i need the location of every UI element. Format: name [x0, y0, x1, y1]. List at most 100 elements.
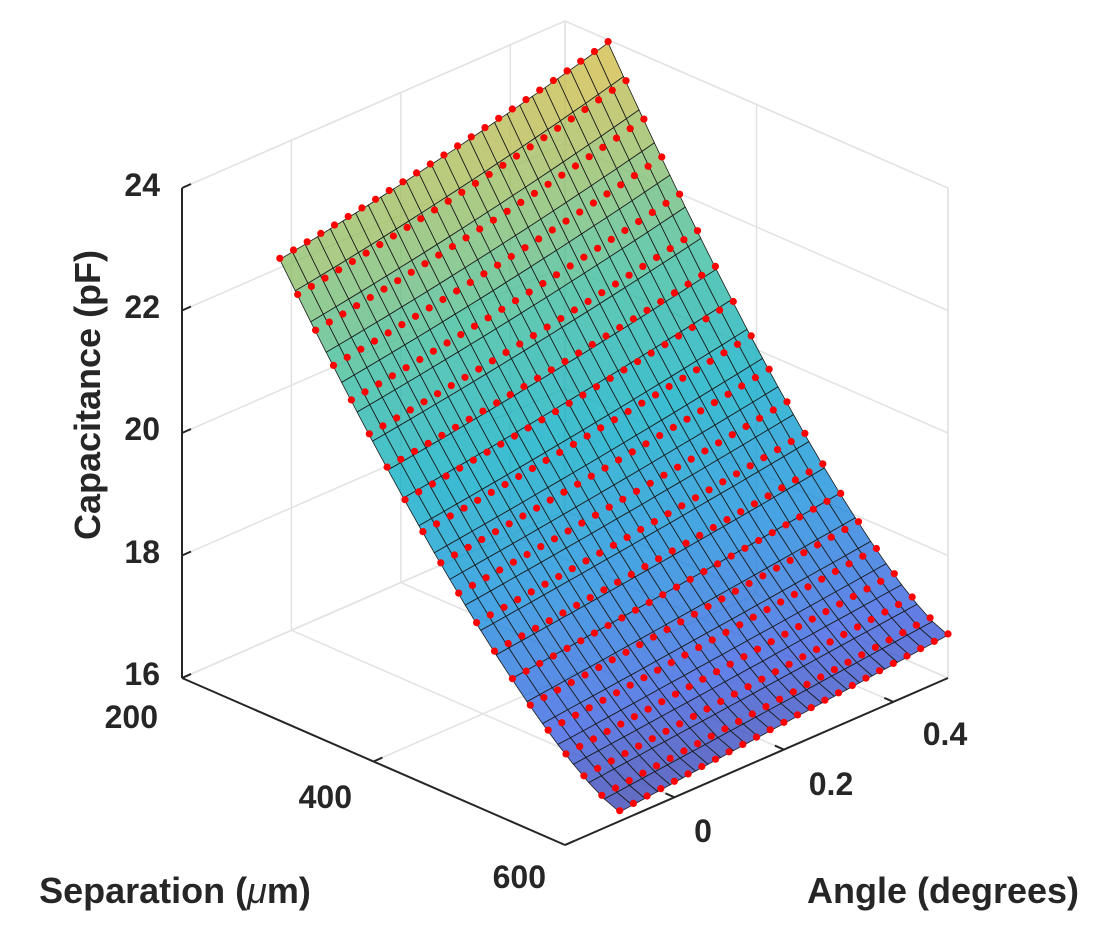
data-point — [325, 318, 333, 326]
data-point — [329, 361, 338, 369]
z-axis-tick — [181, 183, 192, 189]
data-point — [578, 519, 586, 527]
data-point — [793, 711, 802, 719]
data-point — [509, 558, 517, 566]
data-point — [695, 643, 703, 652]
data-point — [470, 322, 479, 330]
data-point — [545, 617, 553, 625]
data-point — [912, 621, 921, 629]
data-point — [389, 232, 397, 240]
box-edge-top-back — [181, 20, 566, 189]
data-point — [417, 215, 425, 223]
data-point — [347, 396, 355, 404]
data-point — [872, 544, 881, 553]
data-point — [620, 366, 628, 374]
data-point — [877, 577, 885, 585]
data-point — [739, 740, 747, 749]
data-point — [478, 535, 486, 544]
data-point — [549, 652, 558, 660]
data-point — [491, 528, 500, 536]
data-point — [638, 399, 646, 407]
data-point — [678, 502, 686, 510]
data-point — [666, 245, 674, 253]
data-point — [821, 696, 829, 704]
data-point — [543, 323, 551, 331]
data-point — [530, 189, 539, 197]
data-point — [731, 587, 740, 595]
data-point — [684, 770, 692, 778]
data-point — [539, 279, 547, 288]
data-point — [657, 785, 665, 793]
data-point — [505, 520, 513, 528]
data-point — [514, 596, 522, 604]
data-point — [510, 432, 519, 440]
data-point — [551, 408, 560, 416]
data-point — [626, 681, 634, 689]
data-point — [552, 271, 561, 279]
data-point — [692, 366, 701, 374]
data-point — [619, 495, 627, 503]
data-point — [822, 608, 830, 616]
data-point — [455, 589, 463, 597]
data-point — [562, 217, 570, 225]
data-point — [435, 251, 443, 259]
data-point — [583, 432, 591, 440]
data-point — [582, 557, 590, 565]
data-point — [819, 460, 827, 468]
data-point — [679, 374, 687, 382]
z-tick-label-24: 24 — [124, 167, 160, 203]
data-point — [603, 190, 611, 198]
data-point — [629, 799, 638, 808]
data-point — [560, 488, 568, 496]
data-point — [738, 382, 746, 390]
data-point — [668, 547, 676, 555]
data-point — [709, 523, 717, 532]
data-point — [651, 391, 660, 399]
z-axis-tick — [181, 305, 192, 312]
data-point — [711, 755, 720, 763]
data-point — [518, 632, 526, 640]
data-point — [736, 621, 744, 629]
data-point — [688, 323, 696, 332]
data-point — [361, 388, 369, 396]
data-point — [353, 302, 361, 310]
data-point — [458, 188, 466, 196]
data-point — [357, 345, 365, 353]
data-point — [625, 271, 633, 279]
data-point — [790, 590, 799, 599]
data-point — [635, 217, 643, 226]
data-point — [289, 246, 298, 254]
data-point — [465, 415, 473, 423]
data-point — [818, 575, 826, 583]
data-point — [778, 484, 786, 492]
data-point — [748, 710, 756, 718]
data-point — [339, 310, 347, 318]
data-point — [570, 306, 579, 314]
data-point — [631, 606, 640, 614]
data-point — [610, 416, 619, 424]
data-point — [419, 528, 427, 536]
data-point — [876, 667, 884, 675]
data-point — [370, 337, 379, 345]
data-point — [733, 340, 742, 348]
data-point — [622, 77, 630, 85]
data-point — [827, 533, 835, 541]
data-point — [577, 57, 585, 65]
data-point — [626, 125, 634, 133]
data-point — [344, 212, 352, 221]
data-point — [504, 639, 512, 648]
data-point — [362, 249, 370, 257]
data-point — [917, 645, 925, 653]
y-axis-label: Separation (μm) — [39, 870, 311, 911]
data-point — [531, 624, 540, 632]
data-point — [556, 448, 564, 456]
data-point — [660, 471, 668, 479]
data-point — [808, 615, 816, 623]
data-point — [508, 675, 516, 683]
data-point — [708, 636, 716, 644]
data-point — [460, 504, 468, 512]
data-point — [429, 347, 437, 355]
data-point — [372, 195, 380, 203]
data-point — [483, 448, 491, 456]
